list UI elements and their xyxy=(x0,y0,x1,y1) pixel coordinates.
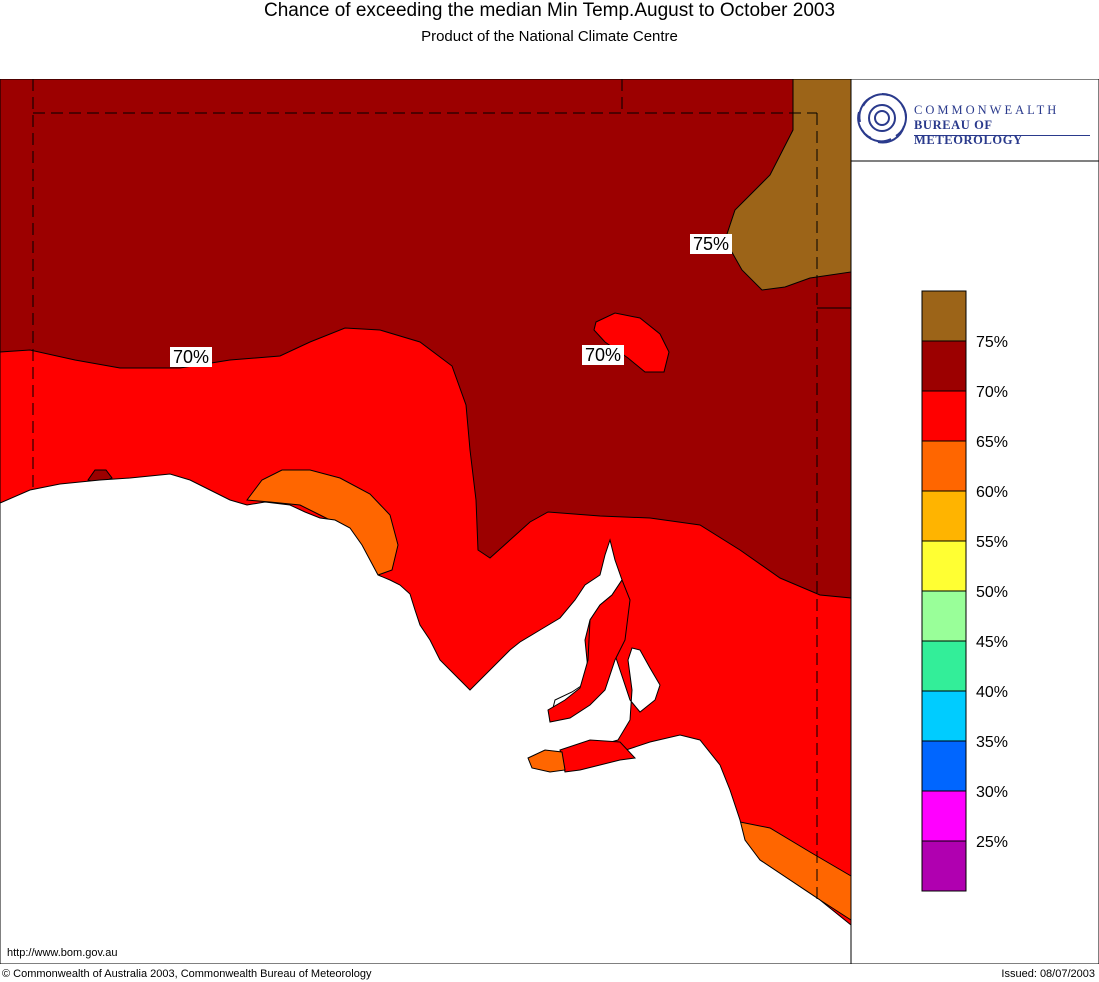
legend-swatch-7 xyxy=(921,640,967,692)
region-60-65-west xyxy=(246,469,399,576)
legend-swatch-11 xyxy=(921,840,967,892)
legend-swatches xyxy=(921,290,967,892)
legend-swatch-6 xyxy=(921,590,967,642)
logo-rule xyxy=(914,135,1090,136)
legend-swatch-1 xyxy=(921,340,967,392)
map-title: Chance of exceeding the median Min Temp.… xyxy=(263,0,836,21)
state-boundaries xyxy=(32,79,818,900)
copyright-footer: © Commonwealth of Australia 2003, Common… xyxy=(2,968,372,980)
legend-label-4: 55% xyxy=(976,534,1009,551)
legend-swatch-0 xyxy=(921,290,967,342)
map-subtitle: Product of the National Climate Centre xyxy=(421,28,678,45)
legend-label-6: 45% xyxy=(976,634,1009,651)
bom-url-link[interactable]: http://www.bom.gov.au xyxy=(7,947,118,959)
yorke-peninsula xyxy=(547,578,631,723)
map-label-75-ne: 75% xyxy=(690,234,733,254)
logo-line1: COMMONWEALTH xyxy=(914,103,1060,117)
issued-date: Issued: 08/07/2003 xyxy=(1001,968,1095,980)
legend-label-1: 70% xyxy=(976,384,1009,401)
forecast-map xyxy=(0,79,1099,964)
region-65-70-island xyxy=(593,312,670,373)
legend-label-7: 40% xyxy=(976,684,1009,701)
legend-swatch-3 xyxy=(921,440,967,492)
legend-label-3: 60% xyxy=(976,484,1009,501)
kangaroo-island-west xyxy=(527,749,566,773)
legend-label-10: 25% xyxy=(976,834,1009,851)
side-panel xyxy=(850,79,1099,964)
legend-label-9: 30% xyxy=(976,784,1009,801)
legend-swatch-4 xyxy=(921,490,967,542)
logo-line2: BUREAU OF METEOROLOGY xyxy=(914,118,1023,147)
kangaroo-island xyxy=(559,739,637,773)
legend-swatch-2 xyxy=(921,390,967,442)
map-label-70-west: 70% xyxy=(170,347,213,367)
legend-swatch-9 xyxy=(921,740,967,792)
legend-swatch-8 xyxy=(921,690,967,742)
legend-swatch-10 xyxy=(921,790,967,842)
legend-swatch-5 xyxy=(921,540,967,592)
legend-label-5: 50% xyxy=(976,584,1009,601)
legend-label-0: 75% xyxy=(976,334,1009,351)
spiral-logo-icon xyxy=(857,93,907,144)
legend-label-8: 35% xyxy=(976,734,1009,751)
legend-label-2: 65% xyxy=(976,434,1009,451)
map-label-70-centre: 70% xyxy=(582,345,625,365)
